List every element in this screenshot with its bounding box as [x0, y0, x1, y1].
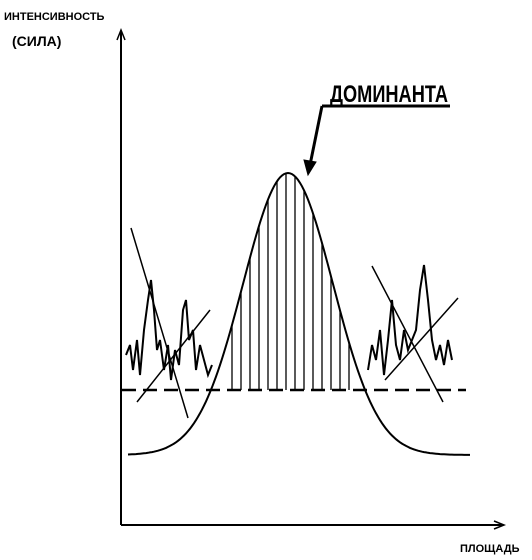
x-arrow: [493, 520, 507, 530]
annotation-arrowhead: [303, 159, 317, 177]
right-noise: [367, 264, 453, 376]
left-noise: [125, 279, 213, 381]
y-axis-label: ИНТЕНСИВНОСТЬ: [4, 11, 105, 23]
left-cross: [130, 227, 211, 419]
right-cross: [371, 265, 459, 403]
annotation-pointer: [308, 105, 324, 166]
x-axis-label: ПЛОЩАДЬ: [460, 543, 520, 555]
y-arrow: [116, 27, 126, 41]
y-axis-sublabel: (СИЛА): [12, 33, 61, 49]
bell-curve: [127, 171, 470, 456]
bell-curve-group: [127, 171, 470, 456]
annotation-label: ДОМИНАНТА: [330, 81, 448, 108]
axes: [116, 27, 507, 530]
